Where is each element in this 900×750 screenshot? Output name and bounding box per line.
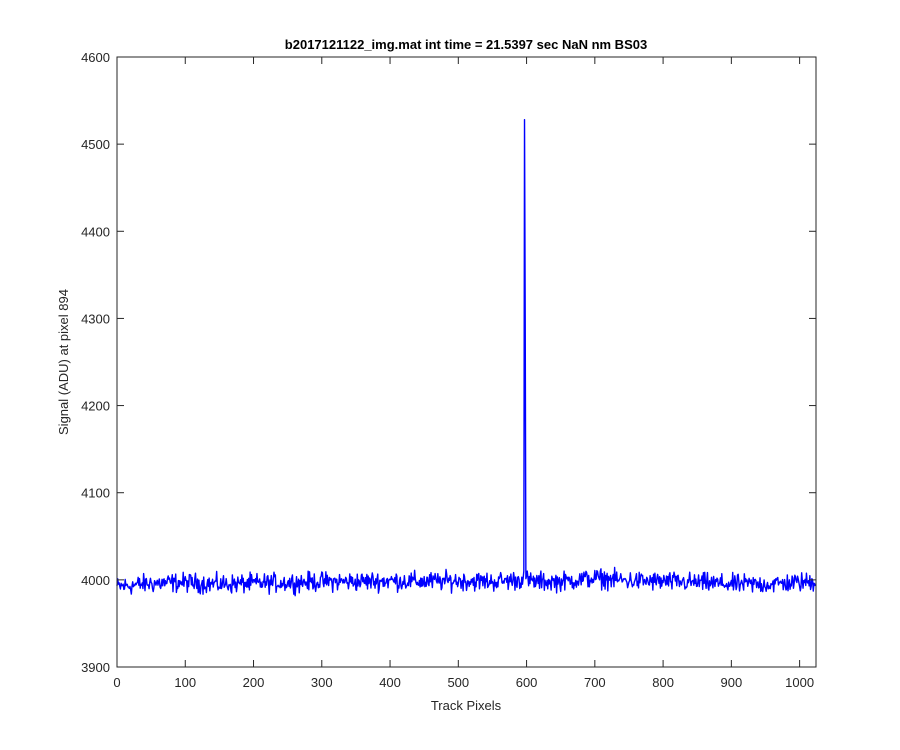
x-tick-label: 700 <box>584 675 606 690</box>
x-tick-label: 500 <box>447 675 469 690</box>
plot-frame <box>116 56 817 668</box>
y-tick-label: 4200 <box>81 399 110 414</box>
x-tick-label: 0 <box>113 675 120 690</box>
y-tick-label: 4600 <box>81 50 110 65</box>
x-tick-label: 900 <box>721 675 743 690</box>
y-tick-label: 3900 <box>81 660 110 675</box>
series-line <box>116 119 816 597</box>
y-tick-label: 4100 <box>81 486 110 501</box>
x-tick-label: 1000 <box>785 675 814 690</box>
x-tick-label: 400 <box>379 675 401 690</box>
x-tick-label: 100 <box>174 675 196 690</box>
x-tick-label: 200 <box>243 675 265 690</box>
series-layer <box>116 119 816 597</box>
x-tick-label: 800 <box>652 675 674 690</box>
y-tick-label: 4500 <box>81 137 110 152</box>
chart-title: b2017121122_img.mat int time = 21.5397 s… <box>285 37 647 52</box>
tick-layer: 0 100 200 300 400 500 600 700 800 900 1000 3900 4000… <box>81 50 816 690</box>
x-axis-label: Track Pixels <box>431 698 502 713</box>
x-tick-label: 600 <box>516 675 538 690</box>
y-tick-label: 4000 <box>81 573 110 588</box>
y-tick-label: 4400 <box>81 224 110 239</box>
y-axis-label: Signal (ADU) at pixel 894 <box>56 289 71 435</box>
x-tick-label: 300 <box>311 675 333 690</box>
plot-area <box>117 57 816 667</box>
y-tick-label: 4300 <box>81 311 110 326</box>
